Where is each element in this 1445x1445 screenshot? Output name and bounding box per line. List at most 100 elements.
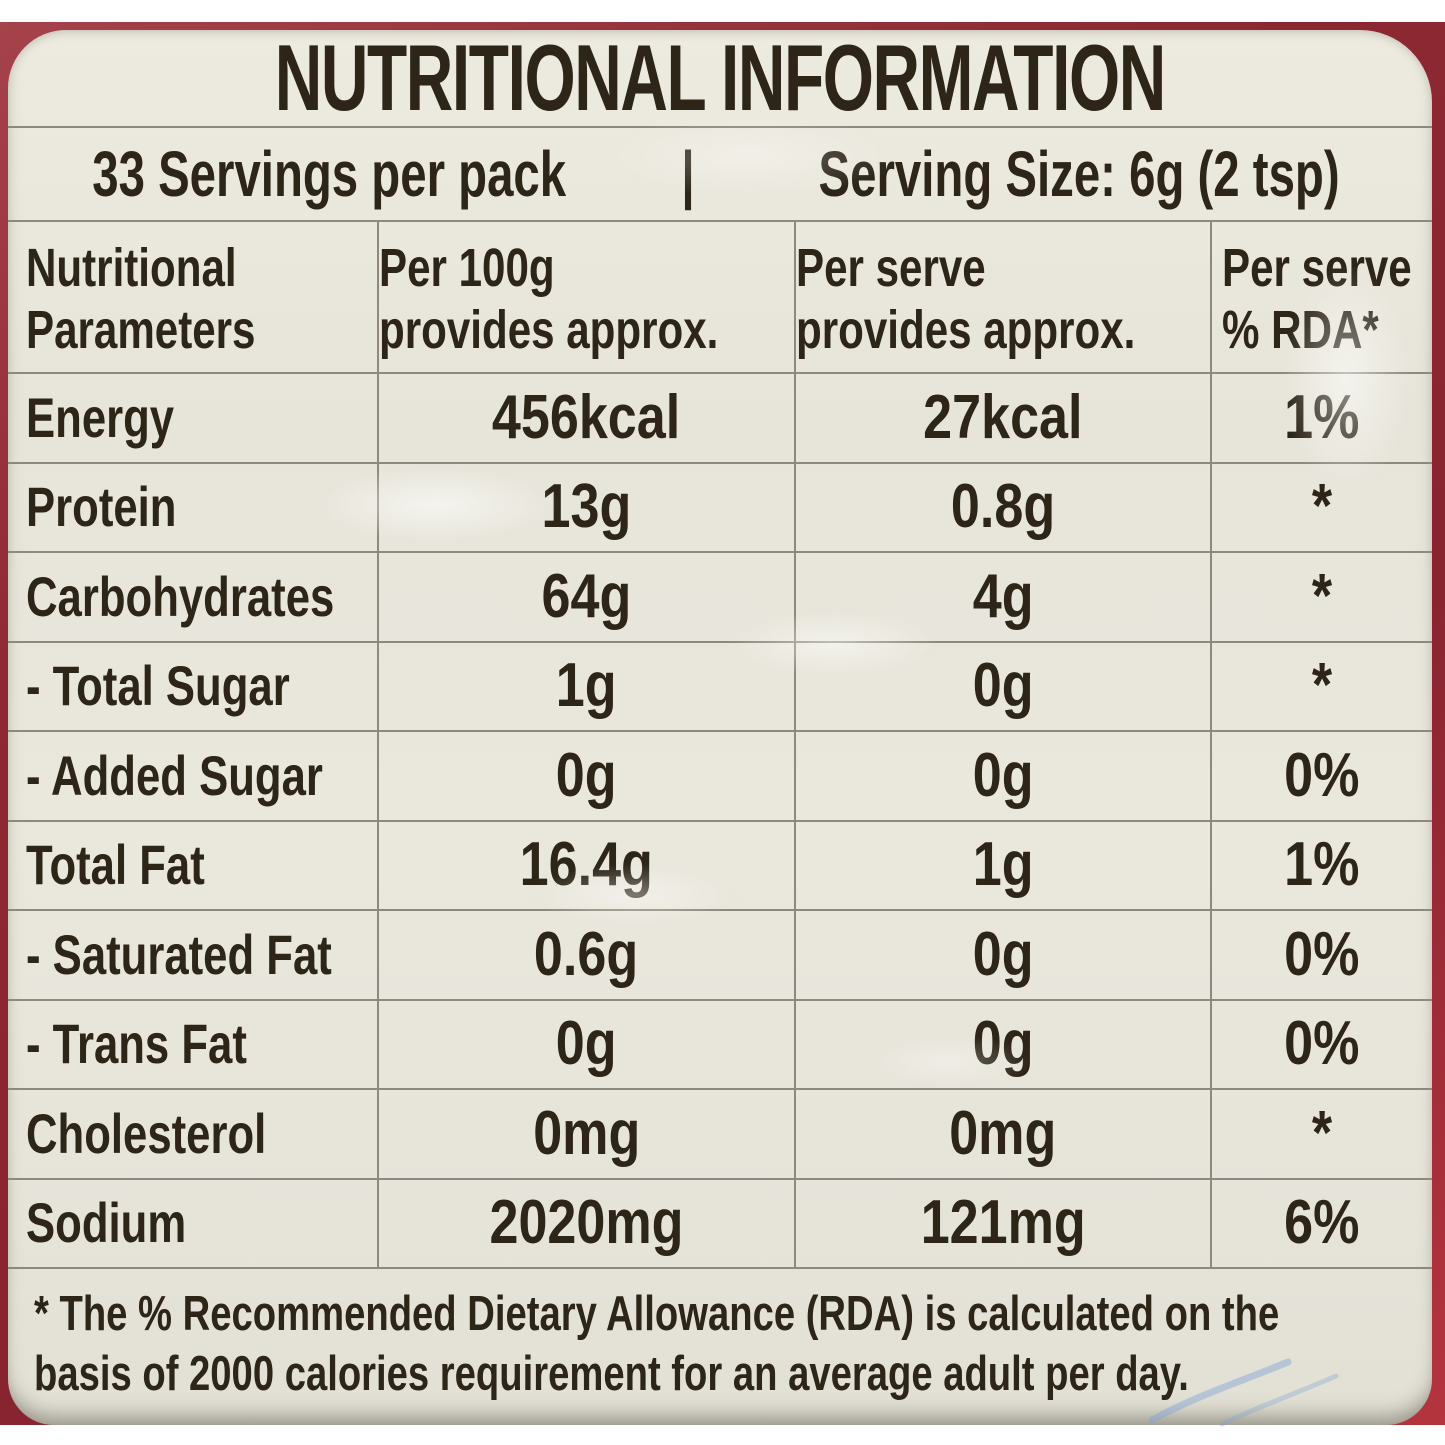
table-row-total-fat: Total Fat 16.4g 1g 1% (8, 819, 1432, 910)
table-row-carbohydrates: Carbohydrates 64g 4g * (8, 551, 1432, 641)
parameter-name: Energy (26, 385, 175, 449)
value-per-100g: 0.6g (534, 919, 639, 989)
header-line: % RDA* (1222, 299, 1379, 360)
value-rda: 0% (1284, 740, 1360, 810)
value-rda: 1% (1284, 830, 1360, 900)
table-row-added-sugar: - Added Sugar 0g 0g 0% (8, 730, 1432, 820)
value-per-100g: 0g (556, 740, 617, 810)
value-per-100g: 2020mg (489, 1188, 684, 1258)
header-line: Per serve (1222, 238, 1412, 298)
table-row-cholesterol: Cholesterol 0mg 0mg * (8, 1088, 1432, 1178)
column-header-rda: Per serve % RDA* (1210, 222, 1432, 372)
rda-cell: * (1210, 642, 1432, 730)
table-row-total-sugar: - Total Sugar 1g 0g * (8, 640, 1432, 731)
header-line: Parameters (26, 299, 256, 360)
per-serve-cell: 4g (794, 553, 1210, 641)
value-rda: 6% (1284, 1188, 1360, 1258)
header-line: Per serve (796, 238, 986, 298)
table-row-energy: Energy 456kcal 27kcal 1% (8, 372, 1432, 462)
value-rda: 0% (1284, 1009, 1360, 1079)
value-rda: * (1311, 1098, 1333, 1168)
value-per-100g: 13g (541, 472, 632, 542)
table-row-saturated-fat: - Saturated Fat 0.6g 0g 0% (8, 909, 1432, 999)
header-line: provides approx. (379, 299, 719, 360)
header-line: Nutritional (26, 238, 237, 298)
per-100g-cell: 0mg (377, 1090, 794, 1178)
per-serve-cell: 0mg (794, 1090, 1210, 1178)
label-title: NUTRITIONAL INFORMATION (274, 30, 1167, 130)
table-body: Energy 456kcal 27kcal 1% Protein 13g 0.8… (8, 372, 1432, 1267)
per-100g-cell: 456kcal (377, 374, 794, 462)
rda-cell: * (1210, 553, 1432, 641)
parameter-cell: Cholesterol (8, 1090, 377, 1178)
rda-cell: 6% (1210, 1179, 1432, 1267)
footnote: * The % Recommended Dietary Allowance (R… (8, 1267, 1432, 1425)
per-serve-cell: 27kcal (794, 374, 1210, 462)
footnote-line-2: basis of 2000 calories requirement for a… (34, 1346, 1189, 1401)
parameter-name: - Trans Fat (26, 1012, 247, 1076)
footnote-line-1: * The % Recommended Dietary Allowance (R… (34, 1287, 1280, 1341)
header-line: provides approx. (796, 299, 1136, 360)
serving-size: Serving Size: 6g (2 tsp) (818, 138, 1340, 210)
value-rda: * (1311, 561, 1333, 631)
value-rda: 1% (1284, 382, 1360, 452)
rda-cell: 0% (1210, 732, 1432, 820)
value-rda: * (1311, 472, 1333, 542)
label-title-band: NUTRITIONAL INFORMATION (8, 30, 1432, 130)
table-row-trans-fat: - Trans Fat 0g 0g 0% (8, 998, 1432, 1088)
value-per-100g: 16.4g (519, 830, 654, 900)
per-serve-cell: 0g (794, 911, 1210, 999)
parameter-cell: Carbohydrates (8, 553, 377, 641)
nutrition-label: NUTRITIONAL INFORMATION 33 Servings per … (8, 30, 1432, 1425)
value-per-100g: 0mg (532, 1098, 641, 1168)
parameter-name: - Total Sugar (26, 654, 290, 718)
per-serve-cell: 0.8g (794, 463, 1210, 551)
per-100g-cell: 64g (377, 553, 794, 641)
value-per-100g: 0g (556, 1009, 617, 1079)
value-per-serve: 0g (972, 919, 1034, 989)
rda-cell: * (1210, 463, 1432, 551)
value-per-100g: 64g (541, 561, 632, 631)
parameter-cell: - Total Sugar (8, 643, 377, 731)
table-header-row: Nutritional Parameters Per 100g provides… (8, 220, 1432, 372)
parameter-cell: - Added Sugar (8, 732, 377, 820)
rda-cell: 1% (1210, 374, 1432, 462)
per-serve-cell: 0g (794, 732, 1210, 820)
value-per-100g: 1g (556, 651, 617, 721)
value-rda: 0% (1284, 919, 1360, 989)
servings-per-pack: 33 Servings per pack (92, 138, 566, 210)
value-rda: * (1311, 651, 1333, 721)
per-100g-cell: 1g (377, 642, 794, 730)
per-100g-cell: 16.4g (377, 821, 794, 909)
column-header-per-100g: Per 100g provides approx. (377, 222, 794, 372)
value-per-serve: 0g (972, 1009, 1034, 1079)
value-per-serve: 1g (972, 830, 1034, 900)
table-row-protein: Protein 13g 0.8g * (8, 461, 1432, 551)
per-serve-cell: 0g (794, 642, 1210, 730)
serving-separator: | (681, 138, 695, 210)
column-header-parameters: Nutritional Parameters (8, 222, 377, 372)
value-per-serve: 27kcal (923, 382, 1083, 452)
parameter-name: Carbohydrates (26, 564, 335, 628)
column-header-per-serve: Per serve provides approx. (794, 222, 1210, 372)
per-100g-cell: 0g (377, 732, 794, 820)
parameter-cell: - Saturated Fat (8, 911, 377, 999)
rda-cell: 1% (1210, 821, 1432, 909)
per-100g-cell: 13g (377, 463, 794, 551)
table-row-sodium: Sodium 2020mg 121mg 6% (8, 1177, 1432, 1268)
parameter-name: - Added Sugar (26, 743, 323, 807)
header-line: Per 100g (379, 238, 555, 298)
per-serve-cell: 1g (794, 821, 1210, 909)
parameter-cell: Sodium (8, 1180, 377, 1268)
value-per-serve: 4g (972, 561, 1034, 631)
per-serve-cell: 0g (794, 1000, 1210, 1088)
rda-cell: 0% (1210, 1000, 1432, 1088)
per-100g-cell: 0g (377, 1000, 794, 1088)
parameter-name: Cholesterol (26, 1101, 267, 1165)
parameter-cell: Total Fat (8, 822, 377, 910)
value-per-100g: 456kcal (492, 382, 681, 452)
per-100g-cell: 2020mg (377, 1179, 794, 1267)
parameter-cell: Energy (8, 374, 377, 462)
parameter-name: Protein (26, 475, 177, 539)
